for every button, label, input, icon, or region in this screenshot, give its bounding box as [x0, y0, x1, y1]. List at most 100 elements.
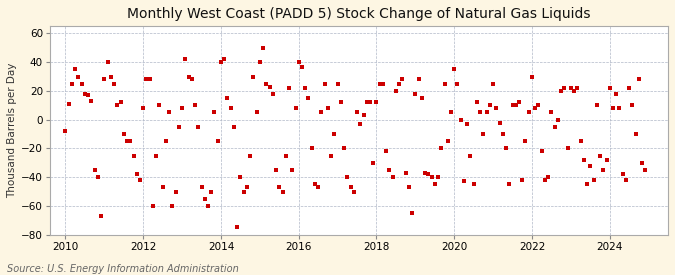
- Point: [387, 175, 398, 179]
- Point: [290, 106, 301, 110]
- Point: [196, 185, 207, 189]
- Point: [364, 100, 375, 104]
- Point: [271, 168, 281, 172]
- Point: [310, 182, 321, 186]
- Point: [604, 86, 615, 90]
- Point: [294, 60, 304, 64]
- Point: [361, 100, 372, 104]
- Point: [154, 103, 165, 108]
- Point: [423, 172, 434, 177]
- Point: [219, 57, 230, 62]
- Point: [494, 120, 505, 125]
- Point: [426, 175, 437, 179]
- Point: [569, 89, 580, 93]
- Point: [342, 175, 353, 179]
- Point: [170, 189, 181, 194]
- Point: [128, 153, 139, 158]
- Point: [287, 168, 298, 172]
- Point: [510, 103, 521, 108]
- Point: [319, 82, 330, 86]
- Point: [381, 149, 392, 153]
- Point: [105, 74, 116, 79]
- Point: [251, 110, 262, 115]
- Point: [543, 175, 554, 179]
- Point: [132, 172, 142, 177]
- Point: [481, 110, 492, 115]
- Point: [326, 153, 337, 158]
- Point: [588, 178, 599, 182]
- Point: [478, 132, 489, 136]
- Point: [556, 89, 566, 93]
- Point: [624, 86, 634, 90]
- Point: [539, 178, 550, 182]
- Point: [618, 172, 628, 177]
- Point: [433, 175, 443, 179]
- Point: [242, 185, 252, 189]
- Point: [452, 82, 463, 86]
- Point: [112, 103, 123, 108]
- Point: [284, 86, 294, 90]
- Point: [537, 149, 547, 153]
- Point: [598, 168, 609, 172]
- Point: [300, 86, 310, 90]
- Point: [371, 100, 382, 104]
- Point: [413, 77, 424, 82]
- Point: [397, 77, 408, 82]
- Point: [627, 103, 638, 108]
- Point: [608, 106, 618, 110]
- Point: [517, 178, 528, 182]
- Point: [186, 77, 197, 82]
- Point: [229, 125, 240, 129]
- Point: [323, 106, 333, 110]
- Point: [213, 139, 223, 144]
- Point: [306, 146, 317, 151]
- Point: [329, 132, 340, 136]
- Point: [109, 82, 119, 86]
- Point: [122, 139, 132, 144]
- Point: [640, 168, 651, 172]
- Point: [630, 132, 641, 136]
- Point: [566, 86, 576, 90]
- Point: [225, 106, 236, 110]
- Point: [164, 110, 175, 115]
- Point: [591, 103, 602, 108]
- Point: [530, 106, 541, 110]
- Point: [141, 77, 152, 82]
- Point: [202, 204, 213, 208]
- Point: [180, 57, 191, 62]
- Point: [601, 158, 612, 162]
- Point: [274, 185, 285, 189]
- Point: [491, 106, 502, 110]
- Point: [504, 182, 515, 186]
- Point: [125, 139, 136, 144]
- Point: [375, 82, 385, 86]
- Point: [559, 86, 570, 90]
- Point: [377, 82, 388, 86]
- Point: [514, 100, 524, 104]
- Point: [416, 96, 427, 100]
- Point: [316, 110, 327, 115]
- Point: [76, 82, 87, 86]
- Point: [449, 67, 460, 72]
- Point: [161, 139, 171, 144]
- Point: [400, 170, 411, 175]
- Point: [60, 129, 71, 133]
- Point: [118, 132, 129, 136]
- Point: [439, 82, 450, 86]
- Point: [332, 82, 343, 86]
- Point: [99, 77, 110, 82]
- Point: [475, 110, 485, 115]
- Point: [446, 110, 456, 115]
- Point: [345, 185, 356, 189]
- Point: [190, 103, 200, 108]
- Point: [420, 170, 431, 175]
- Point: [258, 46, 269, 50]
- Point: [183, 74, 194, 79]
- Point: [335, 100, 346, 104]
- Point: [102, 60, 113, 64]
- Point: [339, 146, 350, 151]
- Point: [520, 139, 531, 144]
- Point: [585, 163, 596, 168]
- Point: [526, 74, 537, 79]
- Point: [232, 225, 242, 230]
